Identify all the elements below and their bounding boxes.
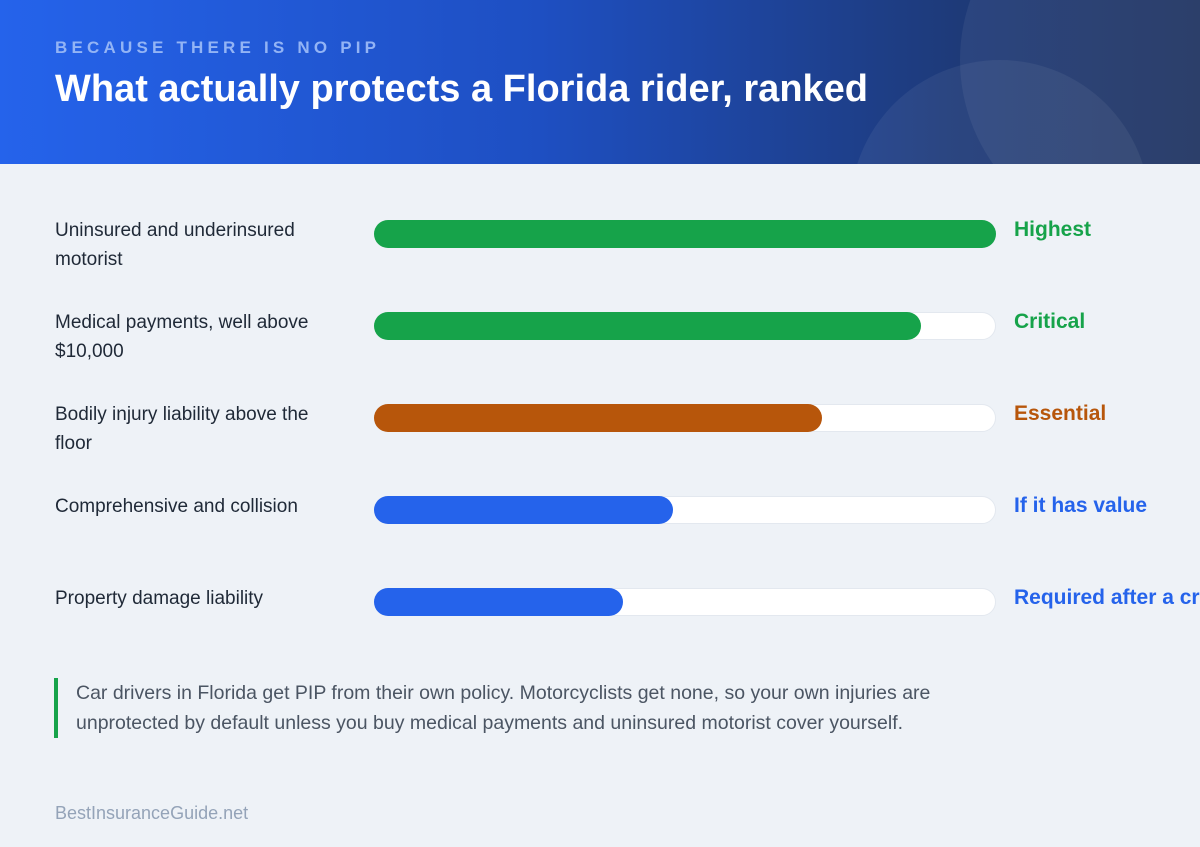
bar-track (374, 404, 996, 432)
source-credit: BestInsuranceGuide.net (55, 803, 249, 823)
chart-row: Medical payments, well above $10,000 Crit… (0, 308, 1200, 378)
rank-label: Required after a cr (1014, 586, 1200, 609)
bar-fill (374, 312, 921, 340)
bar-fill (374, 404, 822, 432)
bar-fill (374, 220, 996, 248)
rank-label: If it has value (1014, 494, 1148, 517)
ranking-chart: Uninsured and underinsured motorist Highe… (0, 164, 1200, 644)
bar-fill (374, 496, 673, 524)
explanation-note: Car drivers in Florida get PIP from thei… (54, 678, 1014, 738)
bar-track (374, 588, 996, 616)
decorative-circle (960, 0, 1200, 164)
rank-label: Essential (1014, 402, 1107, 425)
bar-fill (374, 588, 623, 616)
rank-label: Highest (1014, 218, 1092, 241)
page-title: What actually protects a Florida rider, … (55, 68, 869, 110)
bar-track (374, 220, 996, 248)
rank-label: Critical (1014, 310, 1086, 333)
row-label: Bodily injury liability above the floor (55, 404, 309, 454)
bar-track (374, 312, 996, 340)
chart-row: Bodily injury liability above the floor E… (0, 400, 1200, 470)
note-text: Car drivers in Florida get PIP from thei… (76, 682, 931, 734)
eyebrow-text: BECAUSE THERE IS NO PIP (55, 38, 381, 57)
chart-row: Property damage liability Required after … (0, 584, 1200, 654)
row-label: Property damage liability (55, 588, 264, 609)
header-banner: BECAUSE THERE IS NO PIP What actually pr… (0, 0, 1200, 164)
row-label: Comprehensive and collision (55, 496, 298, 517)
row-label: Uninsured and underinsured motorist (55, 220, 295, 270)
row-label: Medical payments, well above $10,000 (55, 312, 309, 362)
bar-track (374, 496, 996, 524)
chart-row: Uninsured and underinsured motorist Highe… (0, 216, 1200, 286)
chart-row: Comprehensive and collision If it has val… (0, 492, 1200, 562)
